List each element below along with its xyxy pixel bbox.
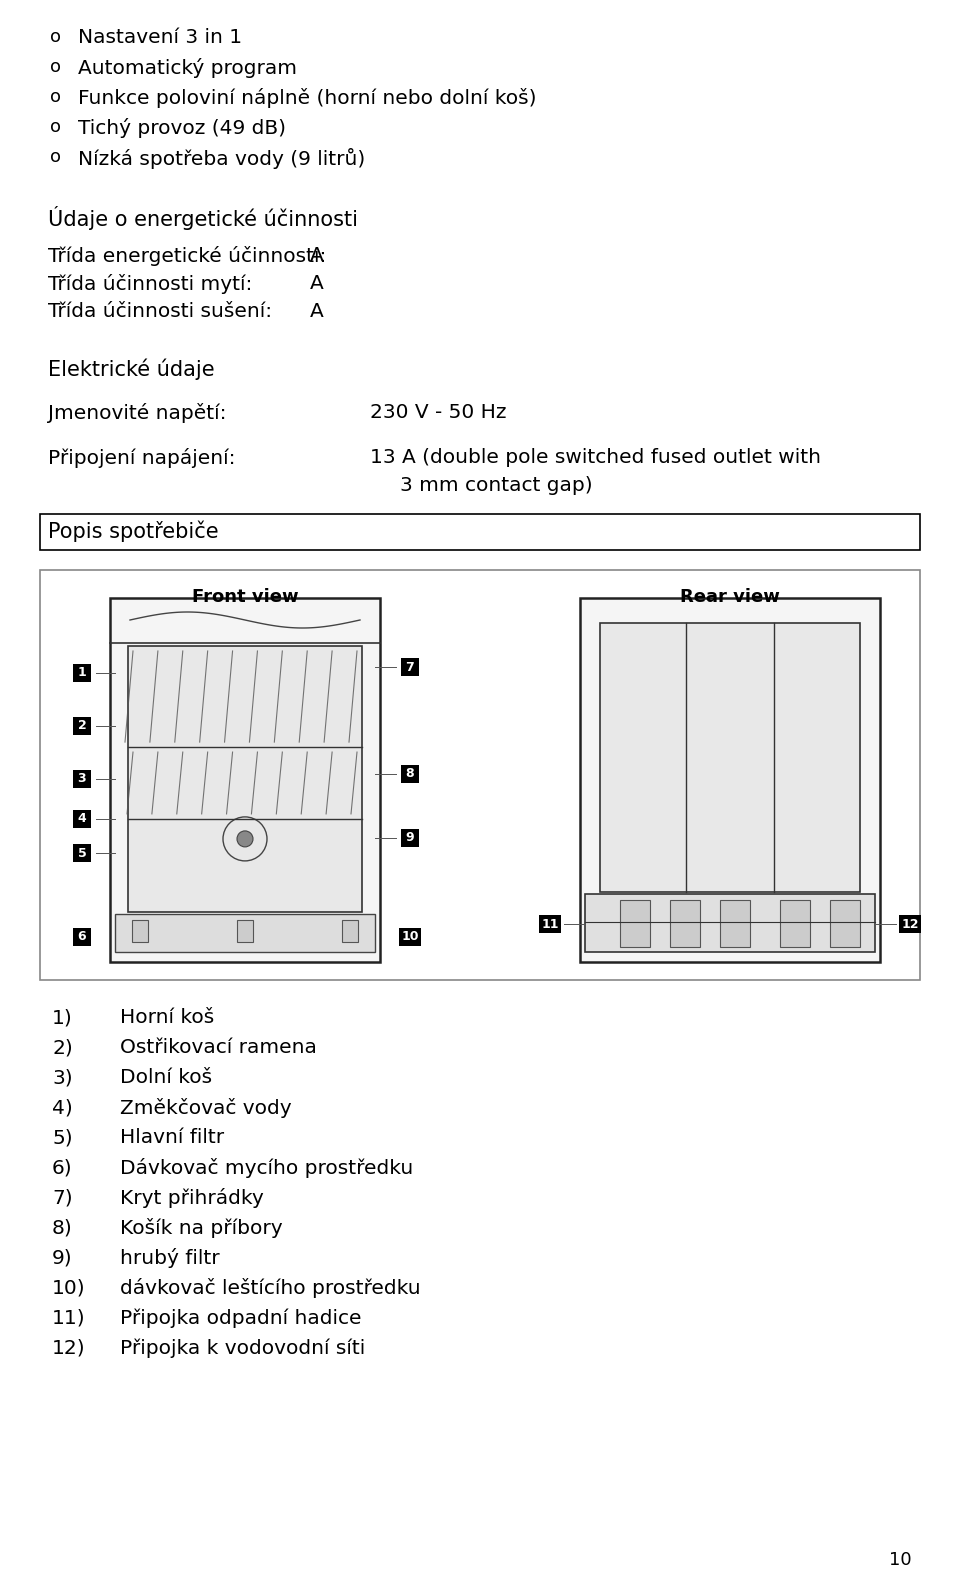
Text: 2): 2) [52,1039,73,1058]
Text: dávkovač leštícího prostředku: dávkovač leštícího prostředku [120,1278,420,1298]
Text: 6): 6) [52,1158,73,1177]
Bar [401,828,419,846]
Text: 7): 7) [52,1188,73,1207]
Text: 12: 12 [901,918,919,930]
Text: 5: 5 [78,847,86,860]
Bar [115,914,375,953]
Text: Hlavní filtr: Hlavní filtr [120,1128,224,1147]
Bar [720,900,750,946]
Text: Nastavení 3 in 1: Nastavení 3 in 1 [78,29,242,48]
Bar [342,921,358,941]
Text: 230 V - 50 Hz: 230 V - 50 Hz [370,403,507,422]
Text: Připojka k vodovodní síti: Připojka k vodovodní síti [120,1338,365,1357]
Text: Třída účinnosti sušení:: Třída účinnosti sušení: [48,303,272,322]
Bar [600,623,860,892]
Text: o: o [50,118,61,135]
Text: Ostřikovací ramena: Ostřikovací ramena [120,1039,317,1058]
Text: 8: 8 [406,768,415,781]
Text: 10: 10 [889,1552,912,1569]
Text: 10: 10 [401,930,419,943]
Circle shape [237,832,253,847]
Text: 4): 4) [52,1098,73,1117]
Bar [40,570,920,980]
Bar [899,914,921,933]
Bar [830,900,860,946]
Text: 12): 12) [52,1338,85,1357]
Bar [670,900,700,946]
Text: Rear view: Rear view [680,588,780,605]
Text: Nízká spotřeba vody (9 litrů): Nízká spotřeba vody (9 litrů) [78,148,365,169]
Text: Elektrické údaje: Elektrické údaje [48,358,215,379]
Text: 11): 11) [52,1308,85,1327]
Text: Front view: Front view [192,588,299,605]
Text: A: A [310,303,324,322]
Text: Horní koš: Horní koš [120,1008,214,1027]
Text: Údaje o energetické účinnosti: Údaje o energetické účinnosti [48,205,358,229]
Bar [73,809,91,828]
Text: 11: 11 [541,918,559,930]
Text: A: A [310,245,324,264]
Text: Třída účinnosti mytí:: Třída účinnosti mytí: [48,274,252,295]
Text: o: o [50,148,61,166]
Text: Změkčovač vody: Změkčovač vody [120,1098,292,1118]
Text: 8): 8) [52,1219,73,1238]
Text: Připojka odpadní hadice: Připojka odpadní hadice [120,1308,362,1327]
Text: Kryt přihrádky: Kryt přihrádky [120,1188,264,1207]
Text: 3): 3) [52,1067,73,1086]
Text: 13 A (double pole switched fused outlet with: 13 A (double pole switched fused outlet … [370,448,821,467]
Text: Jmenovité napětí:: Jmenovité napětí: [48,403,227,424]
Text: 7: 7 [406,661,415,674]
Text: Dolní koš: Dolní koš [120,1067,212,1086]
Bar [401,658,419,677]
Text: Třída energetické účinnosti:: Třída energetické účinnosti: [48,245,326,266]
Text: o: o [50,29,61,46]
Text: 1: 1 [78,666,86,679]
Bar [132,921,148,941]
Text: o: o [50,57,61,76]
Bar [580,597,880,962]
Text: 2: 2 [78,720,86,733]
Bar [780,900,810,946]
Text: Popis spotřebiče: Popis spotřebiče [48,519,219,542]
Text: o: o [50,88,61,107]
Bar [73,717,91,734]
Text: 1): 1) [52,1008,73,1027]
Text: Připojení napájení:: Připojení napájení: [48,448,235,468]
Bar [585,894,875,953]
Text: 5): 5) [52,1128,73,1147]
Text: Košík na příbory: Košík na příbory [120,1219,282,1238]
Bar [73,844,91,862]
Bar [73,769,91,789]
Bar [237,921,253,941]
Text: Dávkovač mycího prostředku: Dávkovač mycího prostředku [120,1158,413,1177]
Bar [401,765,419,782]
Text: 10): 10) [52,1278,85,1297]
Bar [620,900,650,946]
Bar [73,929,91,946]
Bar [40,515,920,550]
Text: 4: 4 [78,812,86,825]
Text: hrubý filtr: hrubý filtr [120,1247,220,1268]
Bar [539,914,561,933]
Bar [128,647,362,913]
Text: Tichý provoz (49 dB): Tichý provoz (49 dB) [78,118,286,139]
Text: 3: 3 [78,773,86,785]
Text: Funkce poloviní náplně (horní nebo dolní koš): Funkce poloviní náplně (horní nebo dolní… [78,88,537,108]
Bar [110,597,380,962]
Bar [73,664,91,682]
Bar [399,929,421,946]
Text: 3 mm contact gap): 3 mm contact gap) [400,476,592,495]
Text: 9): 9) [52,1247,73,1266]
Text: 9: 9 [406,832,415,844]
Text: 6: 6 [78,930,86,943]
Text: A: A [310,274,324,293]
Text: Automatický program: Automatický program [78,57,297,78]
